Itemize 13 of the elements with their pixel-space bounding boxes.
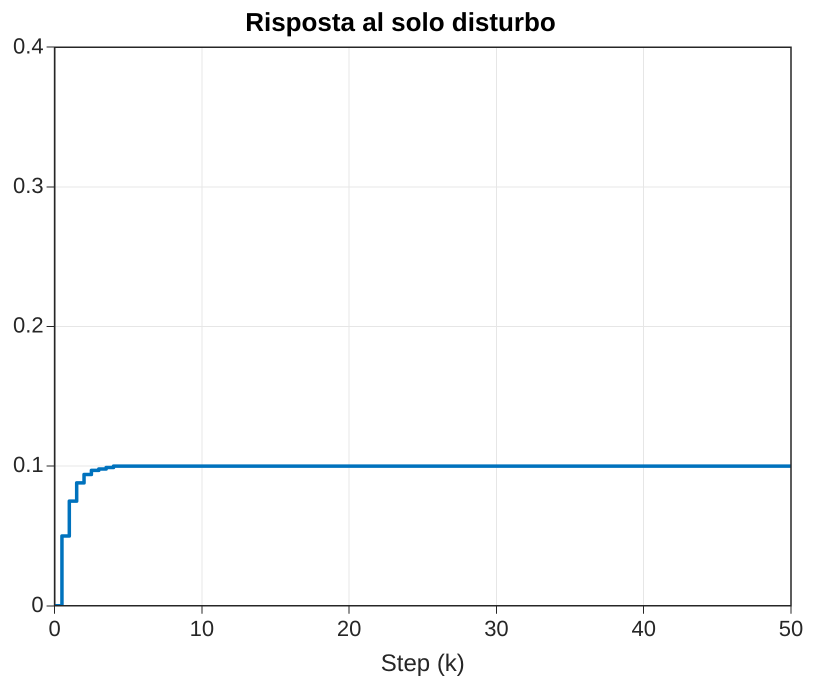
y-tick-label: 0.2 <box>12 312 44 338</box>
x-tick-label: 50 <box>778 616 804 642</box>
y-tick-label: 0.1 <box>12 452 44 478</box>
y-tick-label: 0.3 <box>12 172 44 198</box>
y-tick-label: 0.4 <box>12 33 44 58</box>
y-tick-label: 0 <box>31 592 44 617</box>
x-tick-label: 40 <box>631 616 656 642</box>
x-axis-title: Step (k) <box>380 650 465 678</box>
x-tick-label: 10 <box>190 616 214 642</box>
x-tick-label: 30 <box>484 616 509 642</box>
x-tick-label: 20 <box>336 616 362 642</box>
x-tick-label: 0 <box>48 616 61 642</box>
chart-title: Risposta al solo disturbo <box>245 6 556 37</box>
